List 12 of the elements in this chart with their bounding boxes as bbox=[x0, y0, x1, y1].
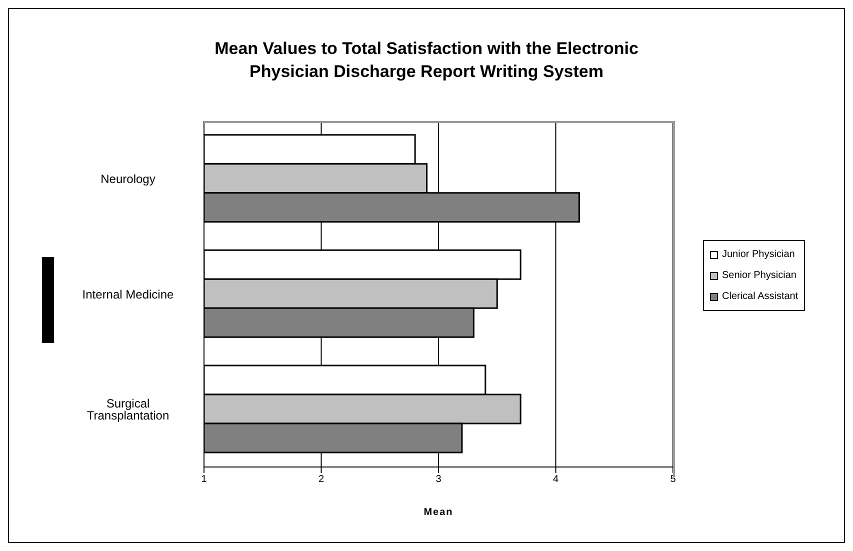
legend-label: Clerical Assistant bbox=[722, 291, 798, 302]
x-tick-label: 1 bbox=[201, 474, 208, 486]
y-tick-label: Neurology bbox=[100, 172, 156, 186]
y-tick-label: Internal Medicine bbox=[82, 287, 174, 302]
x-axis-title: Mean bbox=[424, 507, 454, 518]
legend-label: Junior Physician bbox=[722, 249, 795, 260]
legend-label: Senior Physician bbox=[722, 270, 796, 281]
chart-title: Mean Values to Total Satisfaction with the Electronic Physician Discharge Report Writing System bbox=[214, 38, 640, 83]
x-tick-label: 4 bbox=[552, 474, 559, 486]
y-tick-label: Surgical Transplantation bbox=[86, 396, 170, 423]
x-tick-label: 2 bbox=[318, 474, 324, 486]
x-tick-label: 3 bbox=[436, 474, 442, 486]
